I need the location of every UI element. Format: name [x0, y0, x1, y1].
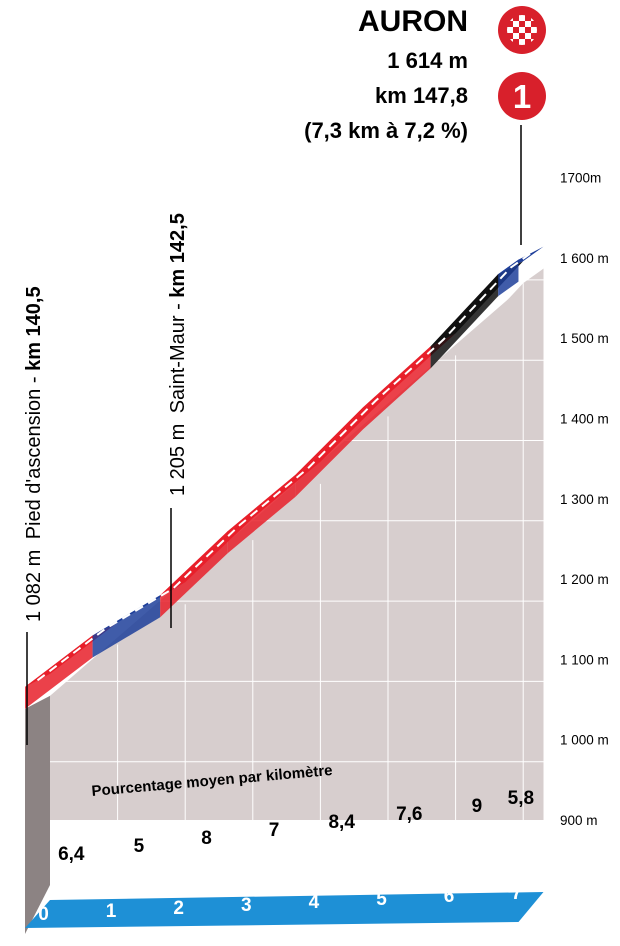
segment-percent-label: 9: [472, 796, 483, 817]
km-tick-label: 2: [173, 898, 184, 919]
km-tick-label: 0: [38, 904, 49, 925]
segment-ribbon-side: [295, 407, 363, 497]
segment-percent-label: 8,4: [328, 812, 355, 833]
km-axis-labels: 0 1 2 3 4 5 6 7: [38, 883, 522, 925]
segment-ribbon-side: [227, 474, 296, 554]
altitude-tick-label: 1700m: [560, 171, 601, 186]
segment-ribbon-side: [498, 259, 519, 297]
altitude-tick-label: 1 300 m: [560, 492, 609, 507]
climb-category-number: 1: [513, 78, 531, 115]
climb-category-badge: 1: [498, 72, 546, 120]
segment-percent-label: 5: [134, 836, 145, 857]
segment-percent-label: 6,4: [58, 844, 85, 865]
km-tick-label: 1: [106, 901, 117, 922]
marker-label-foot: 1 082 m Pied d'ascension - km 140,5: [23, 286, 45, 622]
segment-ribbon-side: [92, 595, 161, 658]
altitude-axis-labels: 900 m 1 000 m 1 100 m 1 200 m 1 300 m 1 400 m…: [560, 171, 609, 828]
altitude-tick-label: 1 200 m: [560, 572, 609, 587]
marker-label-saint-maur: 1 205 m Saint-Maur - km 142,5: [167, 213, 189, 496]
altitude-tick-label: 1 500 m: [560, 331, 609, 346]
altitude-tick-label: 1 600 m: [560, 251, 609, 266]
marker-saint-maur-km: km 142,5: [167, 213, 189, 298]
marker-saint-maur-name: Saint-Maur -: [167, 298, 189, 414]
profile-grid: [50, 279, 544, 828]
km-bar-band: [25, 892, 544, 928]
altitude-tick-label: 1 100 m: [560, 652, 609, 667]
km-tick-label: 5: [376, 889, 387, 910]
km-axis-bar: [25, 892, 544, 928]
segment-ribbon-side: [25, 635, 93, 709]
altitude-tick-label: 900 m: [560, 813, 598, 828]
marker-saint-maur-alt: 1 205 m: [167, 424, 189, 496]
altitude-tick-label: 1 000 m: [560, 733, 609, 748]
profile-ground-top: [50, 268, 544, 821]
segment-percent-label: 5,8: [508, 788, 534, 809]
marker-foot-alt: 1 082 m: [23, 550, 45, 622]
segment-percent-label: 7,6: [396, 804, 422, 825]
segment-percent-labels: 6,4 5 8 7 8,4 7,6 9 5,8: [58, 788, 534, 865]
profile-ground-left: [25, 695, 50, 934]
segment-percent-label: 8: [201, 828, 212, 849]
finish-climb: (7,3 km à 7,2 %): [304, 118, 468, 143]
km-tick-label: 4: [309, 892, 320, 913]
segment-percent-label: 7: [269, 820, 280, 841]
finish-km: km 147,8: [375, 83, 468, 108]
finish-altitude: 1 614 m: [387, 48, 468, 73]
km-tick-label: 6: [444, 886, 455, 907]
finish-flag-icon: [498, 6, 546, 54]
segment-ribbon-side: [363, 346, 431, 430]
km-tick-label: 7: [511, 883, 522, 904]
km-tick-label: 3: [241, 895, 252, 916]
finish-name: AURON: [358, 5, 468, 38]
marker-foot-name: Pied d'ascension -: [23, 371, 45, 539]
marker-foot-km: km 140,5: [23, 286, 45, 371]
altitude-tick-label: 1 400 m: [560, 412, 609, 427]
profile-centerline: [36, 252, 532, 682]
